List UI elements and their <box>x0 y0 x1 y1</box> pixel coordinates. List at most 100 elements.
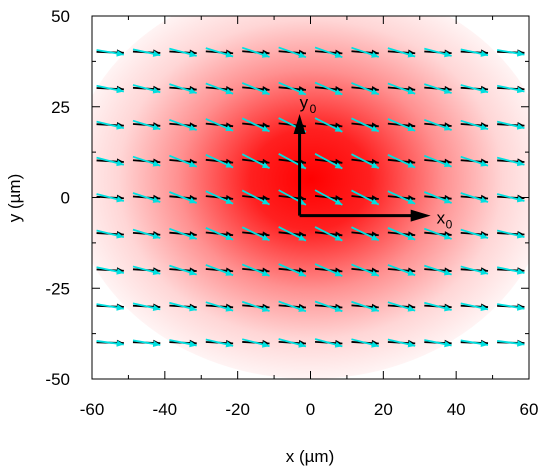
y0-axis-subscript: 0 <box>310 102 317 116</box>
vector-arrow-cyan <box>351 338 380 348</box>
vector-arrow-cyan <box>278 46 307 59</box>
vector-arrow-cyan <box>496 266 525 275</box>
x-tick-label: -60 <box>80 400 105 419</box>
vector-arrow-cyan <box>423 154 452 168</box>
vector-arrow-cyan <box>314 300 343 313</box>
vector-arrow-cyan <box>169 154 198 168</box>
vector-arrow-cyan <box>278 226 307 242</box>
y-axis-ticks: 50 25 0 -25 -50 <box>45 7 529 389</box>
vector-arrow-cyan <box>496 303 525 311</box>
vector-arrow-cyan <box>351 117 380 133</box>
vector-arrow-cyan <box>460 155 489 167</box>
vector-arrow-cyan <box>460 48 489 57</box>
vector-arrow-cyan <box>351 46 380 58</box>
vector-arrow-cyan <box>132 228 161 240</box>
vector-arrow-cyan <box>424 47 452 58</box>
vector-arrow-cyan <box>497 340 525 347</box>
vector-arrow-cyan <box>424 264 452 276</box>
vector-arrow-cyan <box>241 82 270 96</box>
vector-field <box>96 46 525 348</box>
vector-arrow-cyan <box>278 81 307 96</box>
vector-arrow-cyan <box>205 190 234 205</box>
vector-arrow-cyan <box>278 263 307 277</box>
vector-arrow-cyan <box>424 339 452 348</box>
vector-arrow-cyan <box>241 263 270 277</box>
vector-arrow-cyan <box>351 82 380 96</box>
vector-arrow-cyan <box>460 119 489 131</box>
vector-arrow-cyan <box>496 229 525 239</box>
vector-arrow-cyan <box>132 339 161 347</box>
x-tick-label: -20 <box>225 400 250 419</box>
vector-arrow-cyan <box>278 338 307 348</box>
y-tick-label: -50 <box>45 370 70 389</box>
vector-arrow-cyan <box>132 119 161 131</box>
vector-arrow-cyan <box>314 338 343 348</box>
vector-arrow-cyan <box>496 156 525 167</box>
vector-arrow-cyan <box>387 154 416 169</box>
vector-arrow-cyan <box>205 154 234 169</box>
vector-arrow-cyan <box>241 226 270 242</box>
x0-axis-label: x <box>437 209 446 228</box>
x0-axis-arrowhead <box>410 209 431 222</box>
vector-arrow-cyan <box>169 301 197 312</box>
vector-arrow-cyan <box>169 118 198 131</box>
vector-arrow-cyan <box>169 339 197 348</box>
vector-arrow-cyan <box>460 192 489 203</box>
vector-arrow-cyan <box>387 338 416 348</box>
vector-arrow-cyan <box>205 47 234 58</box>
vector-arrow-cyan <box>496 84 525 94</box>
vector-arrow-cyan <box>387 227 416 241</box>
y-tick-label: 0 <box>61 189 70 208</box>
vector-arrow-cyan <box>96 49 125 57</box>
vector-arrow-cyan <box>132 48 161 57</box>
x-tick-label: -40 <box>153 400 178 419</box>
y0-axis-arrowhead <box>293 114 306 135</box>
y-tick-label: 50 <box>51 7 70 26</box>
vector-arrow-cyan <box>387 82 416 95</box>
vector-arrow-cyan <box>169 227 198 240</box>
vector-arrow-cyan <box>96 266 125 275</box>
x0-axis-subscript: 0 <box>446 218 453 232</box>
vector-arrow-cyan <box>351 189 380 206</box>
vector-arrow-cyan <box>424 83 452 94</box>
vector-arrow-cyan <box>460 228 489 240</box>
vector-arrow-cyan <box>423 191 452 204</box>
vector-arrow-cyan <box>96 156 125 167</box>
x-axis-ticks: -60 -40 -20 0 20 40 60 <box>80 16 539 419</box>
vector-arrow-cyan <box>387 118 416 132</box>
vector-arrow-cyan <box>132 302 161 312</box>
vector-arrow-cyan <box>132 265 161 276</box>
vector-arrow-cyan <box>169 264 197 276</box>
vector-arrow-cyan <box>314 263 343 277</box>
vector-arrow-cyan <box>241 153 270 170</box>
vector-arrow-cyan <box>205 227 234 241</box>
vector-arrow-cyan <box>205 82 234 95</box>
x-tick-label: 60 <box>520 400 539 419</box>
vector-arrow-cyan <box>351 153 380 170</box>
vector-arrow-cyan <box>205 118 234 132</box>
x-tick-label: 40 <box>447 400 466 419</box>
y-tick-label: 25 <box>51 98 70 117</box>
vector-arrow-cyan <box>169 83 197 94</box>
vector-arrow-cyan <box>387 190 416 205</box>
vector-arrow-cyan <box>351 263 380 277</box>
vector-arrow-cyan <box>96 193 125 203</box>
vector-arrow-cyan <box>241 46 270 58</box>
vector-arrow-cyan <box>387 47 416 58</box>
vector-arrow-cyan <box>496 120 525 130</box>
vector-arrow-cyan <box>96 303 125 311</box>
vector-arrow-cyan <box>314 189 343 206</box>
vector-arrow-cyan <box>496 193 525 203</box>
vector-arrow-cyan <box>423 227 452 240</box>
vector-arrow-cyan <box>314 153 343 170</box>
x-tick-label: 0 <box>306 400 315 419</box>
vector-arrow-cyan <box>278 300 307 313</box>
vector-arrow-cyan <box>351 300 380 312</box>
vector-arrow-cyan <box>169 47 197 58</box>
vector-arrow-cyan <box>205 338 234 348</box>
vector-arrow-cyan <box>460 265 489 276</box>
vector-arrow-cyan <box>169 191 198 204</box>
vector-arrow-cyan <box>132 192 161 203</box>
y0-axis-label: y <box>300 93 309 112</box>
